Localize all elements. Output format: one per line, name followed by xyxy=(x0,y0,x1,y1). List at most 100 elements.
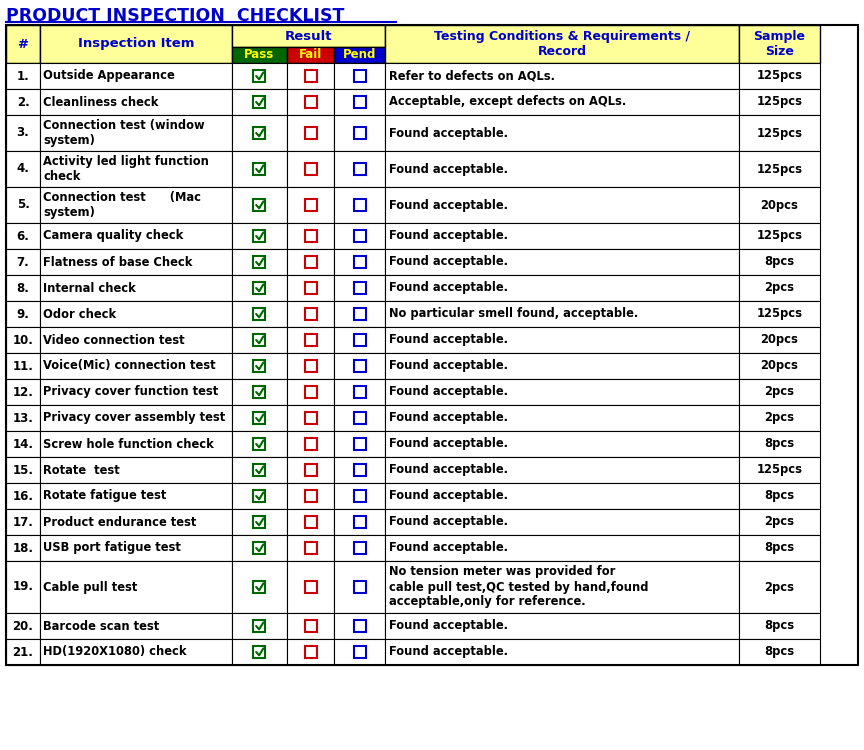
Text: 10.: 10. xyxy=(13,334,34,346)
Bar xyxy=(40,613,232,639)
Text: 1.: 1. xyxy=(16,70,29,82)
Bar xyxy=(334,223,385,249)
Bar xyxy=(287,89,334,115)
Bar xyxy=(287,561,334,613)
Bar xyxy=(385,275,739,301)
Bar xyxy=(6,509,40,535)
Text: 11.: 11. xyxy=(13,359,34,373)
Text: Screw hole function check: Screw hole function check xyxy=(43,437,213,451)
Bar xyxy=(287,639,334,665)
Bar xyxy=(40,561,232,613)
Bar xyxy=(253,282,265,294)
Bar xyxy=(253,127,265,139)
Text: 125pcs: 125pcs xyxy=(756,308,802,320)
Bar xyxy=(287,301,334,327)
Bar xyxy=(353,646,365,658)
Bar xyxy=(739,187,820,223)
Bar xyxy=(6,63,40,89)
Bar xyxy=(353,282,365,294)
Bar xyxy=(253,516,265,528)
Text: Privacy cover function test: Privacy cover function test xyxy=(43,386,219,398)
Bar xyxy=(6,327,40,353)
Bar xyxy=(6,223,40,249)
Bar xyxy=(334,535,385,561)
Bar xyxy=(232,639,287,665)
Text: Voice(Mic) connection test: Voice(Mic) connection test xyxy=(43,359,216,373)
Bar xyxy=(353,438,365,450)
Bar xyxy=(287,115,334,151)
Bar xyxy=(305,386,316,398)
Bar xyxy=(253,70,265,82)
Text: 16.: 16. xyxy=(13,490,34,502)
Text: Connection test      (Mac
system): Connection test (Mac system) xyxy=(43,190,201,219)
Text: 125pcs: 125pcs xyxy=(756,230,802,242)
Bar xyxy=(334,483,385,509)
Bar xyxy=(739,115,820,151)
Bar xyxy=(334,301,385,327)
Bar xyxy=(40,509,232,535)
Bar xyxy=(334,115,385,151)
Bar xyxy=(385,431,739,457)
Bar xyxy=(287,405,334,431)
Bar xyxy=(385,405,739,431)
Bar xyxy=(253,308,265,320)
Bar xyxy=(334,509,385,535)
Text: 20.: 20. xyxy=(13,620,34,632)
Text: 15.: 15. xyxy=(13,464,34,476)
Bar xyxy=(305,360,316,372)
Text: Activity led light function
check: Activity led light function check xyxy=(43,154,209,183)
Text: 6.: 6. xyxy=(16,230,29,242)
Bar xyxy=(232,431,287,457)
Bar xyxy=(353,96,365,108)
Bar xyxy=(6,561,40,613)
Bar xyxy=(232,457,287,483)
Bar xyxy=(739,151,820,187)
Bar xyxy=(353,199,365,211)
Bar xyxy=(253,490,265,502)
Text: Internal check: Internal check xyxy=(43,281,136,295)
Bar xyxy=(305,199,316,211)
Text: Found acceptable.: Found acceptable. xyxy=(389,620,508,632)
Text: 8pcs: 8pcs xyxy=(764,437,794,451)
Bar xyxy=(385,613,739,639)
Bar xyxy=(6,535,40,561)
Text: Found acceptable.: Found acceptable. xyxy=(389,490,508,502)
Bar xyxy=(232,63,287,89)
Bar xyxy=(739,25,820,63)
Bar xyxy=(232,187,287,223)
Bar xyxy=(305,542,316,554)
Text: Found acceptable.: Found acceptable. xyxy=(389,281,508,295)
Text: 125pcs: 125pcs xyxy=(756,163,802,176)
Text: Product endurance test: Product endurance test xyxy=(43,515,196,529)
Bar xyxy=(40,379,232,405)
Bar xyxy=(40,535,232,561)
Bar xyxy=(334,47,385,63)
Bar xyxy=(253,542,265,554)
Bar xyxy=(253,334,265,346)
Bar xyxy=(232,151,287,187)
Text: 5.: 5. xyxy=(16,199,29,211)
Text: Found acceptable.: Found acceptable. xyxy=(389,437,508,451)
Bar xyxy=(385,639,739,665)
Bar xyxy=(232,379,287,405)
Text: Found acceptable.: Found acceptable. xyxy=(389,515,508,529)
Bar xyxy=(253,199,265,211)
Bar xyxy=(287,249,334,275)
Bar xyxy=(287,379,334,405)
Bar xyxy=(334,151,385,187)
Bar xyxy=(232,353,287,379)
Bar xyxy=(353,70,365,82)
Bar xyxy=(232,47,287,63)
Bar xyxy=(385,353,739,379)
Text: 17.: 17. xyxy=(13,515,34,529)
Text: 20pcs: 20pcs xyxy=(760,359,798,373)
Bar xyxy=(232,223,287,249)
Bar xyxy=(385,327,739,353)
Text: Inspection Item: Inspection Item xyxy=(78,38,194,50)
Bar xyxy=(6,457,40,483)
Text: Barcode scan test: Barcode scan test xyxy=(43,620,159,632)
Bar xyxy=(305,581,316,593)
Bar xyxy=(40,275,232,301)
Bar xyxy=(287,353,334,379)
Bar xyxy=(385,63,739,89)
